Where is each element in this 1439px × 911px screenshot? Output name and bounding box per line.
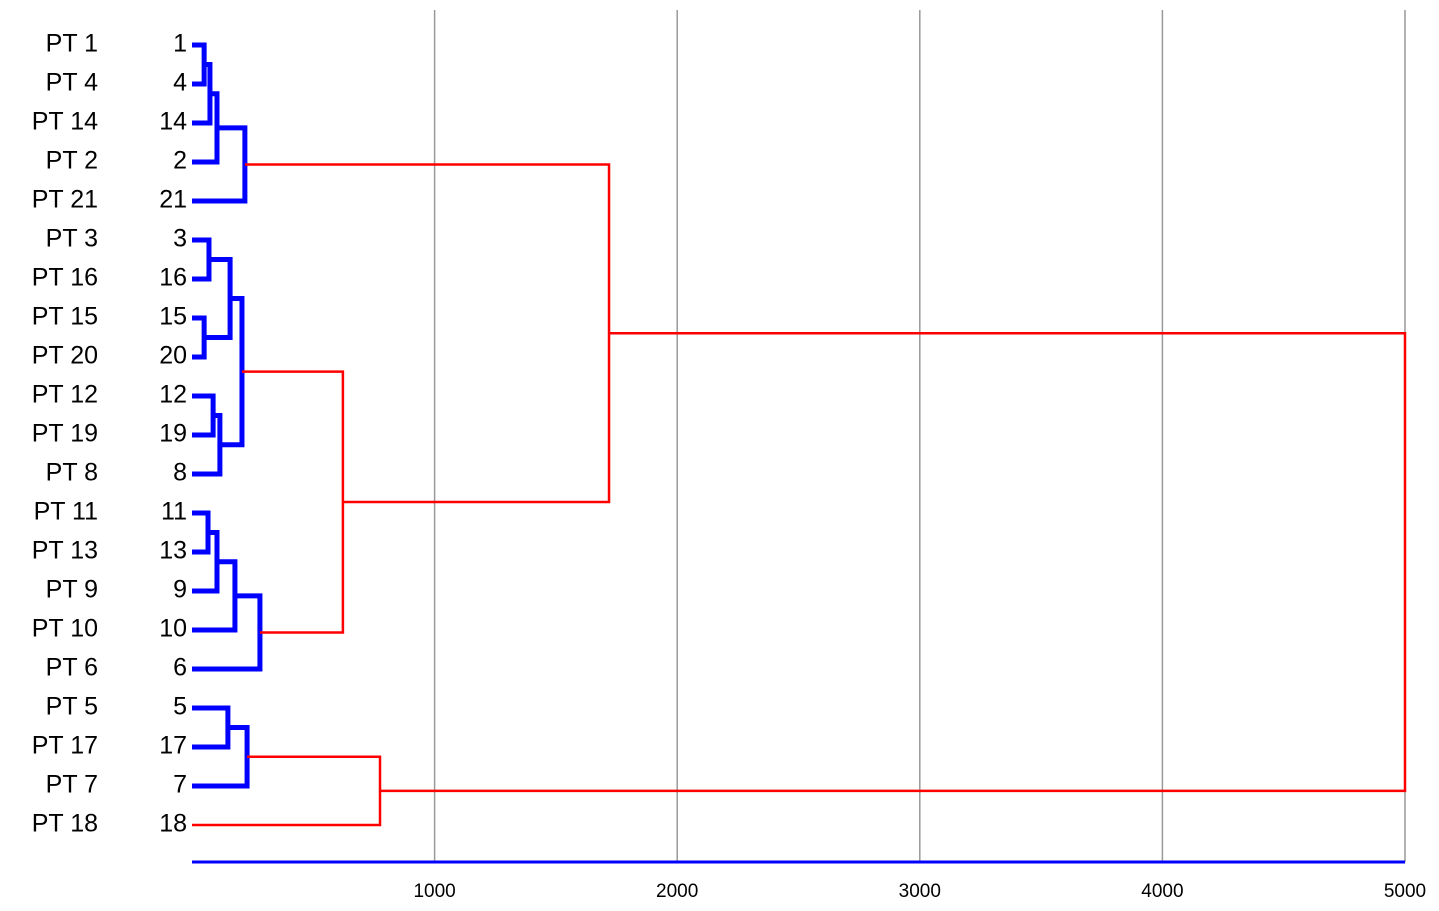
cluster-link — [380, 331, 1407, 793]
leaf-id: 3 — [173, 225, 187, 253]
leaf-name: PT 12 — [32, 381, 98, 409]
leaf-name: PT 6 — [46, 654, 98, 682]
leaf-id: 2 — [173, 147, 187, 175]
leaf-name: PT 15 — [32, 303, 98, 331]
leaf-name: PT 10 — [32, 615, 98, 643]
leaf-name: PT 11 — [34, 498, 98, 526]
x-tick-label: 1000 — [413, 881, 455, 902]
leaf-name: PT 5 — [46, 693, 98, 721]
leaf-id: 7 — [173, 771, 187, 799]
leaf-name: PT 8 — [46, 459, 98, 487]
leaf-name: PT 21 — [32, 186, 98, 214]
leaf-id: 11 — [161, 498, 187, 526]
leaf-name: PT 16 — [32, 264, 98, 292]
leaf-name: PT 20 — [32, 342, 98, 370]
cluster-link — [192, 510, 211, 555]
cluster-link — [192, 413, 223, 477]
leaf-name: PT 13 — [32, 537, 98, 565]
leaf-id: 4 — [173, 69, 187, 97]
leaf-id: 9 — [173, 576, 187, 604]
leaf-id: 5 — [173, 693, 187, 721]
cluster-link — [192, 237, 212, 282]
cluster-link — [192, 559, 238, 633]
cluster-link — [192, 91, 220, 165]
leaf-id: 15 — [159, 303, 187, 331]
cluster-link — [241, 370, 345, 634]
leaf-id: 19 — [159, 420, 187, 448]
leaf-name: PT 4 — [46, 69, 98, 97]
x-tick-label: 3000 — [899, 881, 941, 902]
cluster-link — [192, 62, 213, 126]
leaf-id: 20 — [159, 342, 187, 370]
leaf-name: PT 9 — [46, 576, 98, 604]
leaf-name: PT 14 — [32, 108, 98, 136]
cluster-link — [192, 755, 382, 827]
cluster-link — [204, 257, 233, 340]
leaf-id: 16 — [159, 264, 187, 292]
leaf-id: 14 — [159, 108, 187, 136]
leaf-name: PT 7 — [46, 771, 98, 799]
cluster-link — [192, 705, 231, 750]
leaf-name: PT 19 — [32, 420, 98, 448]
cluster-link — [192, 725, 250, 789]
x-tick-label: 4000 — [1141, 881, 1183, 902]
x-tick-label: 5000 — [1384, 881, 1426, 902]
cluster-link — [244, 163, 611, 504]
leaf-name: PT 17 — [32, 732, 98, 760]
leaf-id: 12 — [159, 381, 187, 409]
leaf-name: PT 3 — [46, 225, 98, 253]
leaf-id: 21 — [159, 186, 187, 214]
cluster-link — [192, 530, 220, 594]
leaf-name: PT 1 — [46, 30, 98, 58]
cluster-link — [192, 393, 216, 438]
leaf-name: PT 2 — [46, 147, 98, 175]
leaf-id: 18 — [159, 810, 187, 838]
cluster-link — [192, 42, 207, 87]
leaf-id: 8 — [173, 459, 187, 487]
leaf-id: 10 — [159, 615, 187, 643]
leaf-id: 13 — [159, 537, 187, 565]
leaf-id: 17 — [159, 732, 187, 760]
leaf-id: 1 — [173, 30, 187, 58]
leaf-id: 6 — [173, 654, 187, 682]
cluster-link — [192, 315, 207, 360]
x-tick-label: 2000 — [656, 881, 698, 902]
leaf-name: PT 18 — [32, 810, 98, 838]
